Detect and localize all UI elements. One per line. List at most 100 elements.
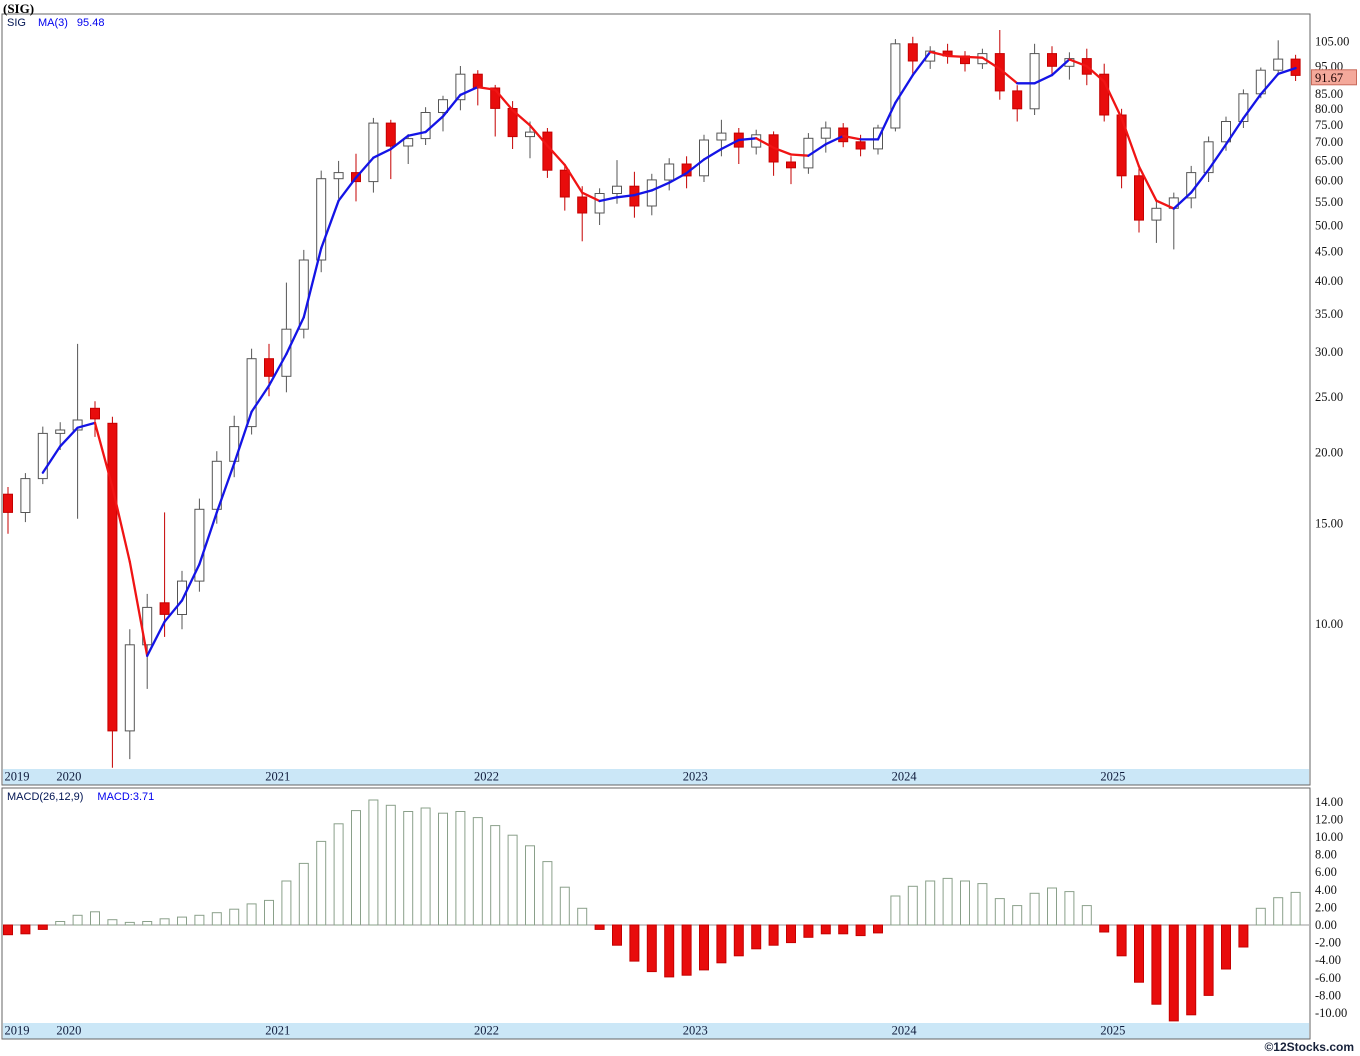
ma-segment <box>41 445 62 474</box>
candle <box>316 170 327 273</box>
price-tick-label: 40.00 <box>1315 274 1343 288</box>
candle <box>124 629 135 760</box>
ma-segment <box>441 93 462 118</box>
ma-segment <box>233 410 253 465</box>
candle <box>37 426 48 485</box>
candle <box>751 129 762 155</box>
ma-segment <box>876 101 897 141</box>
year-label: 2020 <box>56 770 81 784</box>
candle <box>786 156 796 185</box>
ma-segment <box>267 352 288 387</box>
ma-segment <box>354 156 375 179</box>
macd-bar <box>1064 891 1075 926</box>
year-label: 2019 <box>5 1024 30 1038</box>
macd-bar <box>525 845 535 926</box>
ma-segment <box>528 124 549 147</box>
macd-bar <box>264 899 274 926</box>
candle <box>960 51 970 72</box>
macd-bar <box>873 924 883 934</box>
ma-segment <box>320 199 340 250</box>
ma-segment <box>755 137 775 149</box>
ma-segment <box>1120 117 1141 168</box>
year-label: 2023 <box>683 1024 708 1038</box>
candle <box>507 101 518 149</box>
ma-segment <box>546 144 566 167</box>
macd-bar <box>246 903 257 926</box>
candle <box>559 164 570 211</box>
macd-bar <box>403 811 414 926</box>
ma-segment <box>511 109 532 127</box>
price-tick-label: 55.00 <box>1315 195 1343 209</box>
candle <box>1168 192 1179 250</box>
ma-segment <box>772 146 793 156</box>
price-tick-label: 45.00 <box>1315 245 1343 259</box>
legend-ma-label: MA(3) <box>37 17 68 29</box>
ma-segment <box>702 147 723 161</box>
ma-segment <box>93 421 114 489</box>
ma-segment <box>337 176 358 202</box>
macd-bar <box>942 877 953 926</box>
candle <box>333 160 344 199</box>
macd-bar <box>664 924 675 978</box>
candle <box>1116 108 1127 189</box>
ma-segment <box>1155 199 1175 210</box>
ma-segment <box>180 563 201 602</box>
macd-panel-border <box>1 787 1311 1040</box>
price-tick-label: 105.00 <box>1315 35 1349 49</box>
candle <box>994 30 1005 100</box>
year-label: 2022 <box>474 770 499 784</box>
price-tick-label: 75.00 <box>1315 118 1343 132</box>
ma-segment <box>1085 65 1106 83</box>
price-tick-label: 50.00 <box>1315 219 1343 233</box>
macd-bar <box>316 840 327 926</box>
macd-bar <box>542 861 553 926</box>
ma-segment <box>842 134 862 141</box>
ma-segment <box>1242 93 1262 120</box>
ma-segment <box>302 247 323 319</box>
ma-segment <box>563 163 584 194</box>
candle <box>420 107 431 145</box>
macd-bar <box>211 912 222 926</box>
macd-bar <box>803 924 814 938</box>
macd-bar <box>385 804 396 926</box>
ma-segment <box>372 147 392 159</box>
ma-segment <box>389 134 410 151</box>
candle <box>1134 167 1144 233</box>
ma-segment <box>1277 66 1297 76</box>
ma-segment <box>1033 73 1054 85</box>
macd-bar <box>107 919 118 926</box>
legend-symbol: SIG <box>7 17 26 29</box>
macd-legend: MACD(26,12,9) MACD:3.71 <box>7 791 154 803</box>
macd-tick-label: -10.00 <box>1315 1006 1347 1020</box>
ma-segment <box>250 384 271 413</box>
candle <box>1064 52 1075 80</box>
ma-segment <box>424 115 445 134</box>
candle <box>490 84 501 137</box>
ma-segment <box>685 158 706 175</box>
price-tick-label: 15.00 <box>1315 517 1343 531</box>
ma-segment <box>1103 80 1123 120</box>
macd-bar <box>368 799 379 926</box>
ma-segment <box>146 620 166 657</box>
candle <box>594 188 605 225</box>
macd-bar <box>472 817 483 926</box>
macd-bar <box>751 924 762 950</box>
ma-segment <box>737 137 758 142</box>
macd-bar <box>820 924 831 935</box>
candle <box>542 128 553 178</box>
macd-xaxis-band <box>3 1023 1309 1039</box>
macd-bar <box>838 924 849 935</box>
candle <box>90 401 100 437</box>
macd-bar <box>699 924 709 971</box>
macd-bar <box>559 886 570 926</box>
ma-segment <box>946 54 967 59</box>
macd-bar <box>594 924 605 930</box>
macd-bar <box>159 918 170 926</box>
macd-bar <box>37 924 48 930</box>
candle <box>907 36 918 75</box>
ma-segment <box>1207 143 1228 171</box>
price-tick-label: 10.00 <box>1315 617 1343 631</box>
candle <box>368 117 379 193</box>
price-legend: SIG MA(3) 95.48 <box>7 17 104 29</box>
candle <box>525 121 535 159</box>
